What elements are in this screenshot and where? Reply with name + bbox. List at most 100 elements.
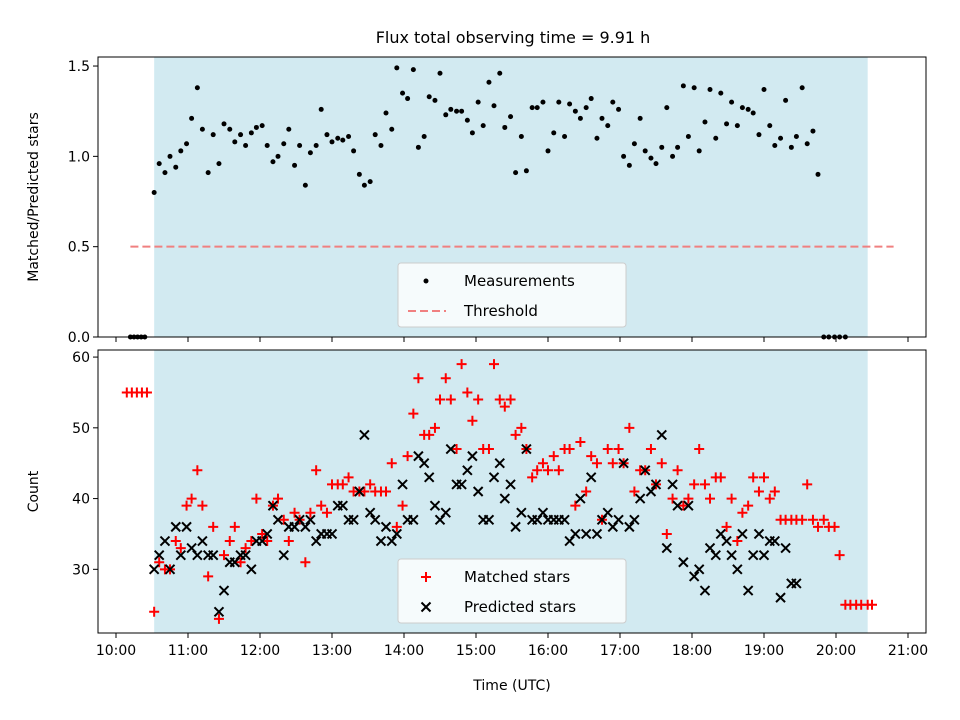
measurement-point xyxy=(454,108,460,114)
matched-star-point xyxy=(645,444,656,455)
measurement-point xyxy=(184,141,190,147)
measurement-point xyxy=(502,124,508,130)
matched-star-point xyxy=(581,486,592,497)
measurement-point xyxy=(194,85,200,91)
matched-star-point xyxy=(656,458,667,469)
predicted-star-point xyxy=(164,564,176,575)
predicted-star-point xyxy=(683,500,694,511)
measurement-point xyxy=(702,119,708,125)
matched-star-point xyxy=(705,493,715,504)
measurement-point xyxy=(745,106,751,112)
x-tick-label: 12:00 xyxy=(240,643,280,659)
measurement-point xyxy=(799,85,805,91)
measurement-point xyxy=(292,162,298,168)
measurement-point xyxy=(497,70,503,76)
measurement-point xyxy=(372,132,378,138)
measurement-point xyxy=(297,143,303,149)
predicted-star-point xyxy=(483,514,495,526)
predicted-star-point xyxy=(148,564,160,575)
chart-title: Flux total observing time = 9.91 h xyxy=(376,28,651,47)
matched-star-point xyxy=(689,479,700,490)
matched-star-point xyxy=(397,500,408,511)
measurement-point xyxy=(756,132,762,138)
predicted-star-point xyxy=(359,429,370,441)
x-tick-label: 14:00 xyxy=(384,643,424,659)
measurement-point xyxy=(810,128,816,134)
measurement-point xyxy=(523,168,529,174)
measurement-point xyxy=(659,144,665,150)
predicted-star-point xyxy=(537,507,549,518)
measurement-point xyxy=(778,135,784,141)
y-tick-label: 1.5 xyxy=(68,59,90,75)
predicted-star-point xyxy=(575,493,586,504)
measurement-point xyxy=(443,112,449,118)
measurement-point xyxy=(346,133,352,139)
predicted-star-point xyxy=(521,443,532,455)
measurement-point xyxy=(783,97,789,103)
predicted-star-point xyxy=(261,528,273,540)
y-tick-label: 0.0 xyxy=(68,330,90,346)
measurement-point xyxy=(642,148,648,154)
predicted-star-point xyxy=(418,457,430,469)
predicted-star-point xyxy=(408,514,419,526)
x-tick-label: 15:00 xyxy=(456,643,496,659)
measurement-point xyxy=(248,130,254,136)
matched-star-point xyxy=(246,536,257,547)
matched-star-point xyxy=(337,479,348,490)
predicted-star-point xyxy=(639,465,651,476)
predicted-star-point xyxy=(499,493,511,504)
legend-box xyxy=(397,262,627,328)
measurement-point xyxy=(750,110,756,116)
predicted-star-point xyxy=(505,479,516,490)
matched-star-point xyxy=(834,550,845,561)
predicted-star-point xyxy=(688,571,700,582)
measurement-point xyxy=(551,130,557,136)
measurement-point xyxy=(508,114,514,120)
measurement-point xyxy=(588,96,594,102)
matched-star-point xyxy=(591,458,602,469)
matched-star-point xyxy=(402,451,413,462)
matched-star-point xyxy=(753,486,764,497)
x-tick-label: 18:00 xyxy=(672,643,712,659)
measurement-point xyxy=(648,155,654,161)
matched-star-point xyxy=(440,373,451,384)
measurement-point xyxy=(448,106,454,112)
matched-star-point xyxy=(813,521,823,532)
matched-star-point xyxy=(548,451,559,462)
measurement-point xyxy=(653,161,659,167)
matched-star-point xyxy=(283,536,294,547)
legend-label: Matched stars xyxy=(464,568,570,586)
measurement-point xyxy=(696,148,702,154)
matched-star-point xyxy=(316,500,327,511)
matched-star-point xyxy=(462,387,473,398)
predicted-star-point xyxy=(467,450,478,462)
matched-star-point xyxy=(629,486,640,497)
measurement-point xyxy=(540,99,546,105)
predicted-star-point xyxy=(732,564,743,575)
matched-star-point xyxy=(607,458,618,469)
predicted-star-point xyxy=(429,500,441,511)
matched-star-point xyxy=(661,528,672,539)
matched-star-point xyxy=(473,394,484,405)
matched-star-point xyxy=(170,536,181,547)
measurement-point xyxy=(594,135,600,141)
predicted-star-point xyxy=(699,585,711,596)
predicted-star-point xyxy=(585,472,597,483)
matched-star-point xyxy=(224,536,235,547)
matched-star-point xyxy=(424,429,435,440)
measurement-point xyxy=(691,85,697,91)
predicted-star-point xyxy=(775,592,786,603)
measurement-point xyxy=(421,133,427,139)
measurement-point xyxy=(583,105,589,111)
measurement-point xyxy=(767,123,773,129)
predicted-star-point xyxy=(742,585,754,596)
predicted-star-point xyxy=(721,535,732,547)
predicted-star-point xyxy=(661,542,673,554)
matched-star-point xyxy=(343,472,354,483)
matched-star-point xyxy=(192,465,203,476)
measurement-point xyxy=(356,171,362,177)
predicted-star-point xyxy=(559,514,570,526)
predicted-star-point xyxy=(488,472,500,483)
matched-star-point xyxy=(408,408,419,419)
predicted-star-point xyxy=(780,542,791,554)
